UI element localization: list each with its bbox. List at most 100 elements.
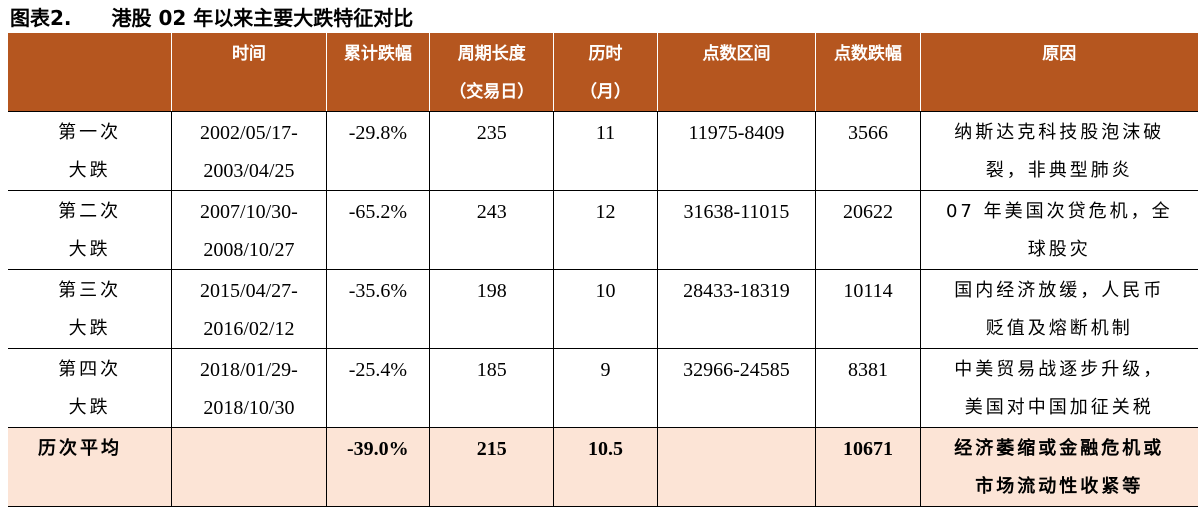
table-cell: 2002/05/17- 2003/04/25: [171, 111, 327, 191]
cell-line: 11: [595, 122, 616, 144]
cell-line: 经济萎缩或金融危机或: [954, 438, 1165, 459]
cell-line: 第三次: [58, 280, 122, 301]
cell-line: 07 年美国次贷危机，全: [945, 201, 1173, 222]
table-cell: 历时 （月）: [553, 33, 658, 112]
table-row: 第四次 大跌 2018/01/29- 2018/10/30 -25.4% 185 9 3296…: [8, 348, 1198, 428]
cell-line: 2002/05/17-: [200, 122, 298, 144]
cell-line: 31638-11015: [683, 201, 790, 223]
table-cell: [656, 427, 817, 507]
data-table: 时间 累计跌幅 周期长度 （交易日） 历时 （月） 点数区间 点数跌幅 原因 第一次 大跌 2002/…: [8, 33, 1198, 507]
cell-line: 点数区间: [702, 44, 771, 64]
cell-line: 215: [476, 438, 507, 460]
table-cell: 20622: [815, 190, 921, 270]
table-cell: 32966-24585: [656, 348, 817, 428]
cell-line: 历次平均: [38, 438, 122, 459]
table-cell: 第一次 大跌: [8, 111, 173, 191]
cell-line: 美国对中国加征关税: [964, 397, 1154, 418]
table-cell: 198: [429, 269, 555, 349]
cell-line: 2018/10/30: [203, 397, 295, 419]
cell-line: 裂，非典型肺炎: [985, 160, 1133, 181]
table-cell: 215: [429, 427, 555, 507]
table-cell: 第四次 大跌: [8, 348, 173, 428]
head-row: 时间 累计跌幅 周期长度 （交易日） 历时 （月） 点数区间 点数跌幅 原因: [8, 33, 1198, 112]
table-cell: 历次平均: [8, 427, 173, 507]
table-cell: 2007/10/30- 2008/10/27: [171, 190, 327, 270]
figure-label: 图表2.: [10, 6, 72, 30]
table-cell: 国内经济放缓，人民币 贬值及熔断机制: [919, 269, 1198, 349]
sum-row: 历次平均 -39.0% 215 10.5 10671 经济萎缩或金融危机或 市场流动性收紧等: [8, 427, 1198, 507]
table-cell: 经济萎缩或金融危机或 市场流动性收紧等: [919, 427, 1198, 507]
figure-heading: 港股 02 年以来主要大跌特征对比: [111, 6, 414, 30]
cell-line: 10671: [842, 438, 893, 460]
cell-line: 大跌: [68, 160, 111, 181]
cell-line: 球股灾: [1027, 239, 1091, 260]
table-cell: 10.5: [553, 427, 658, 507]
table-cell: 185: [429, 348, 555, 428]
table-cell: [171, 427, 327, 507]
table-cell: 点数跌幅: [815, 33, 921, 112]
cell-line: 大跌: [68, 318, 111, 339]
table-cell: 第三次 大跌: [8, 269, 173, 349]
cell-line: -29.8%: [348, 122, 408, 144]
table-cell: 累计跌幅: [325, 33, 431, 112]
table-cell: 10: [553, 269, 658, 349]
cell-line: 3566: [847, 122, 888, 144]
table-cell: 28433-18319: [656, 269, 817, 349]
cell-line: 2003/04/25: [203, 160, 295, 182]
cell-line: 32966-24585: [683, 359, 790, 381]
table-cell: 2015/04/27- 2016/02/12: [171, 269, 327, 349]
cell-line: 2008/10/27: [203, 239, 295, 261]
table-cell: 纳斯达克科技股泡沫破 裂，非典型肺炎: [919, 111, 1198, 191]
table-cell: 原因: [919, 33, 1198, 112]
cell-line: 中美贸易战逐步升级，: [954, 359, 1165, 380]
cell-line: 8381: [847, 359, 888, 381]
table-cell: 243: [429, 190, 555, 270]
cell-line: 时间: [231, 44, 266, 64]
cell-line: -39.0%: [347, 438, 409, 460]
cell-line: 国内经济放缓，人民币: [954, 280, 1165, 301]
table-cell: 周期长度 （交易日）: [429, 33, 555, 112]
cell-line: 12: [595, 201, 616, 223]
cell-line: 第四次: [58, 359, 122, 380]
table-cell: 点数区间: [656, 33, 817, 112]
table-cell: -25.4%: [325, 348, 431, 428]
cell-line: 历时: [588, 44, 623, 64]
cell-line: 2015/04/27-: [200, 280, 298, 302]
table-cell: 31638-11015: [656, 190, 817, 270]
table-cell: -35.6%: [325, 269, 431, 349]
cell-line: 243: [476, 201, 507, 223]
cell-line: 2016/02/12: [203, 318, 295, 340]
figure-title: 图表2. 港股 02 年以来主要大跌特征对比: [10, 2, 453, 31]
table-cell: -39.0%: [325, 427, 431, 507]
cell-line: -65.2%: [348, 201, 408, 223]
table-cell: 9: [553, 348, 658, 428]
cell-line: 2018/01/29-: [200, 359, 298, 381]
cell-line: 市场流动性收紧等: [975, 476, 1144, 497]
table-cell: 3566: [815, 111, 921, 191]
table-row: 第一次大跌 2002/05/17- 2003/04/25 -29.8% 235 11 119…: [8, 111, 1198, 191]
cell-line: 28433-18319: [683, 280, 790, 302]
table-cell: 11975-8409: [656, 111, 817, 191]
cell-line: （交易日）: [449, 82, 535, 102]
cell-line: （月）: [579, 82, 631, 102]
table-cell: 07 年美国次贷危机，全 球股灾: [919, 190, 1198, 270]
table-cell: 10114: [815, 269, 921, 349]
cell-line: 第一次: [58, 122, 122, 143]
cell-line: -35.6%: [348, 280, 408, 302]
cell-line: 185: [476, 359, 507, 381]
table-cell: 2018/01/29- 2018/10/30: [171, 348, 327, 428]
cell-line: 原因: [1042, 44, 1077, 64]
cell-line: 10.5: [587, 438, 623, 460]
cell-line: 贬值及熔断机制: [985, 318, 1133, 339]
cell-line: 纳斯达克科技股泡沫破: [954, 122, 1165, 143]
table-cell: [8, 33, 173, 112]
cell-line: 198: [476, 280, 507, 302]
cell-line: 10: [595, 280, 616, 302]
cell-line: 第二次: [58, 201, 122, 222]
table-row: 第三次大跌 2015/04/27- 2016/02/12 -35.6% 198 10 284…: [8, 269, 1198, 349]
table-cell: -65.2%: [325, 190, 431, 270]
table-cell: 第二次 大跌: [8, 190, 173, 270]
table-cell: 235: [429, 111, 555, 191]
cell-line: 周期长度: [457, 44, 526, 64]
